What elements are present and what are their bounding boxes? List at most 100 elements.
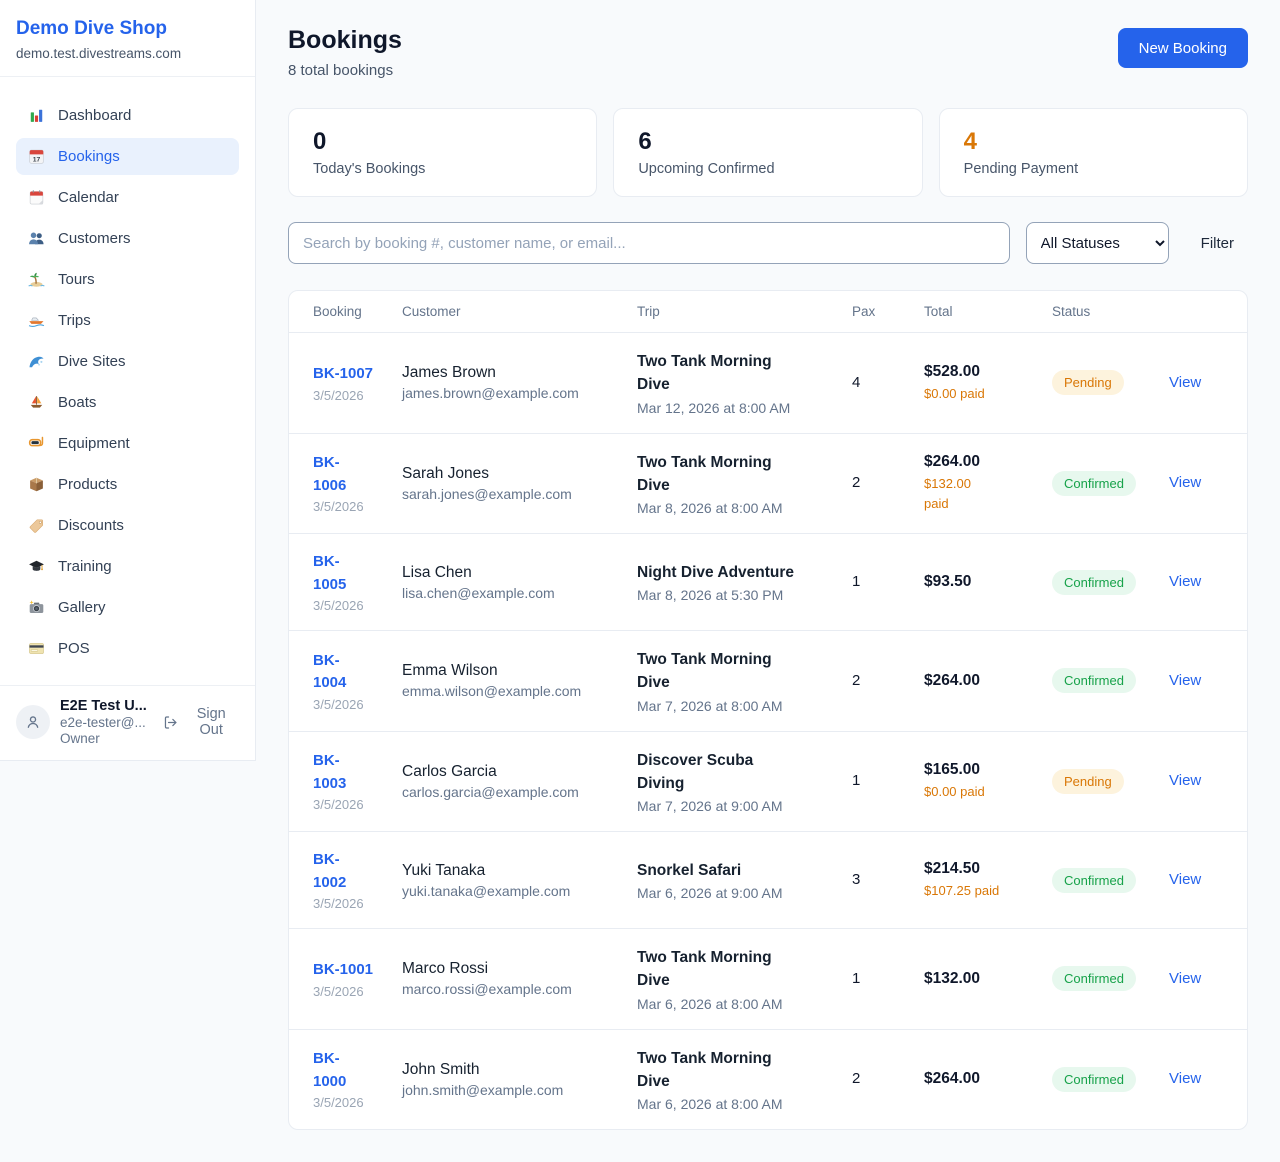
stat-label: Upcoming Confirmed [638, 161, 775, 177]
stat-card-today-s-bookings: 0 Today's Bookings [288, 108, 598, 197]
view-link[interactable]: View [1169, 1070, 1202, 1088]
pax-count: 2 [852, 671, 861, 689]
trip-name: Night Dive Adventure [637, 563, 795, 581]
sidebar-item-gallery[interactable]: Gallery [16, 589, 239, 626]
filter-button[interactable]: Filter [1200, 234, 1234, 252]
sidebar-item-label: Discounts [58, 517, 124, 534]
trip-datetime: Mar 12, 2026 at 8:00 AM [637, 399, 791, 416]
tag-icon [28, 517, 45, 534]
sidebar-footer: E2E Test U... e2e-tester@... Owner Sign … [0, 685, 255, 760]
status-badge: Confirmed [1052, 966, 1136, 992]
pax-count: 1 [852, 573, 861, 590]
customer-email: sarah.jones@example.com [402, 485, 572, 502]
trip-name: Two Tank Morning Dive [637, 651, 772, 692]
amount-paid: $107.25 paid [924, 882, 1000, 898]
booking-date: 3/5/2026 [313, 1095, 364, 1111]
column-header-total: Total [924, 291, 1052, 333]
view-link[interactable]: View [1169, 474, 1202, 492]
booking-id-link[interactable]: BK- 1004 [313, 651, 347, 692]
sidebar-nav: Dashboard 17 Bookings Calendar Customers Tour… [0, 77, 255, 685]
total-amount: $264.00 [924, 671, 981, 689]
diving-mask-icon [28, 435, 45, 452]
booking-id-link[interactable]: BK- 1000 [313, 1050, 347, 1090]
total-amount: $165.00 [924, 761, 981, 778]
user-email: e2e-tester@... [60, 715, 146, 730]
customer-name: Sarah Jones [402, 464, 490, 482]
trip-name: Snorkel Safari [637, 861, 742, 879]
view-link[interactable]: View [1169, 969, 1202, 987]
sidebar-item-label: POS [58, 640, 90, 657]
trip-datetime: Mar 6, 2026 at 8:00 AM [637, 995, 783, 1012]
sidebar-item-label: Tours [58, 271, 95, 288]
column-header-customer: Customer [402, 291, 637, 333]
booking-id-link[interactable]: BK- 1006 [313, 454, 347, 494]
status-badge: Pending [1052, 768, 1124, 794]
sidebar-item-label: Gallery [58, 599, 106, 616]
sidebar-header: Demo Dive Shop demo.test.divestreams.com [0, 0, 255, 77]
sign-out-button[interactable]: Sign Out [163, 706, 239, 738]
status-badge: Pending [1052, 370, 1124, 396]
sidebar-item-customers[interactable]: Customers [16, 220, 239, 257]
sidebar-item-trips[interactable]: Trips [16, 302, 239, 339]
booking-id-link[interactable]: BK-1007 [313, 365, 374, 382]
pax-count: 1 [852, 969, 861, 987]
view-link[interactable]: View [1169, 373, 1202, 391]
sidebar-item-label: Customers [58, 230, 131, 247]
main-content: Bookings 8 total bookings New Booking 0 T… [256, 0, 1280, 1162]
stat-value: 0 [313, 128, 327, 155]
stat-value: 4 [963, 128, 978, 155]
sidebar-item-discounts[interactable]: Discounts [16, 507, 239, 544]
view-link[interactable]: View [1169, 573, 1202, 590]
trip-name: Discover Scuba Diving [637, 751, 754, 792]
table-header-row: Booking Customer Trip Pax Total Status [289, 291, 1247, 333]
view-link[interactable]: View [1169, 772, 1202, 790]
stat-value: 6 [638, 128, 652, 155]
trip-datetime: Mar 6, 2026 at 9:00 AM [637, 885, 783, 902]
sidebar-item-label: Trips [58, 312, 91, 329]
table-row: BK-1007 3/5/2026 James Brown james.brown… [289, 333, 1247, 434]
booking-date: 3/5/2026 [313, 896, 364, 911]
sign-out-label: Sign Out [196, 706, 226, 738]
sidebar-item-boats[interactable]: Boats [16, 384, 239, 421]
booking-id-link[interactable]: BK- 1003 [313, 752, 347, 792]
booking-id-link[interactable]: BK- 1002 [313, 851, 347, 891]
trip-datetime: Mar 8, 2026 at 8:00 AM [637, 500, 783, 516]
sidebar-item-label: Products [58, 476, 118, 493]
sidebar-item-label: Training [58, 558, 112, 575]
customer-email: james.brown@example.com [402, 385, 579, 402]
sidebar-item-dive-sites[interactable]: Dive Sites [16, 343, 239, 380]
sidebar-item-label: Equipment [58, 435, 130, 452]
search-input[interactable] [288, 222, 1010, 264]
sidebar: Demo Dive Shop demo.test.divestreams.com… [0, 0, 256, 761]
booking-id-link[interactable]: BK- 1005 [313, 553, 347, 593]
sidebar-item-calendar[interactable]: Calendar [16, 179, 239, 216]
sidebar-item-tours[interactable]: Tours [16, 261, 239, 298]
sidebar-item-training[interactable]: Training [16, 548, 239, 585]
customer-email: carlos.garcia@example.com [402, 783, 579, 800]
view-link[interactable]: View [1169, 671, 1202, 689]
stats-row: 0 Today's Bookings 6 Upcoming Confirmed 4 Pen… [288, 108, 1248, 197]
user-name: E2E Test U... [60, 698, 147, 714]
customer-name: Yuki Tanaka [402, 861, 486, 879]
total-amount: $264.00 [924, 1070, 981, 1088]
booking-id-link[interactable]: BK-1001 [313, 961, 374, 978]
amount-paid: $132.00 paid [924, 476, 971, 511]
sidebar-item-dashboard[interactable]: Dashboard [16, 97, 239, 134]
sidebar-item-products[interactable]: Products [16, 466, 239, 503]
sidebar-item-label: Boats [58, 394, 97, 411]
new-booking-button[interactable]: New Booking [1117, 28, 1248, 68]
trip-datetime: Mar 6, 2026 at 8:00 AM [637, 1096, 783, 1112]
sidebar-item-bookings[interactable]: 17 Bookings [16, 138, 239, 175]
page-title: Bookings [288, 26, 402, 54]
status-filter-select[interactable]: All Statuses [1025, 222, 1169, 264]
sidebar-item-pos[interactable]: POS [16, 630, 239, 667]
shop-domain: demo.test.divestreams.com [16, 46, 182, 61]
bookings-table: Booking Customer Trip Pax Total Status BK-100… [289, 291, 1247, 1129]
booking-date: 3/5/2026 [313, 983, 364, 999]
booking-date: 3/5/2026 [313, 696, 364, 712]
customer-email: lisa.chen@example.com [402, 584, 555, 601]
sidebar-item-equipment[interactable]: Equipment [16, 425, 239, 462]
pax-count: 4 [852, 373, 861, 391]
view-link[interactable]: View [1169, 871, 1202, 888]
